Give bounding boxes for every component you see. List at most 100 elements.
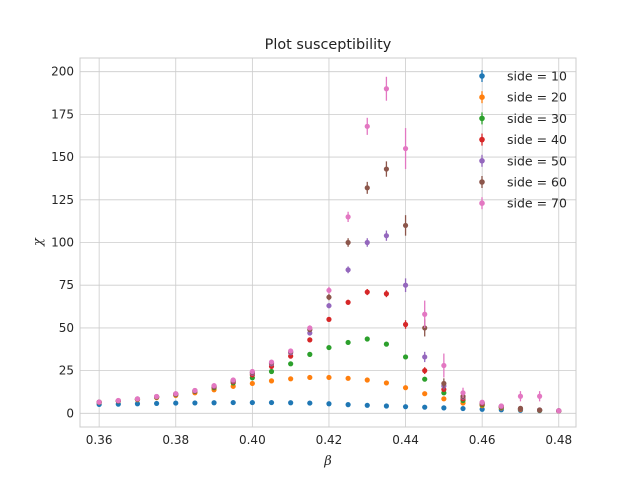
x-tick-label: 0.36 (86, 433, 113, 447)
legend-marker (479, 115, 485, 122)
series-layer (96, 76, 562, 414)
data-point (460, 390, 466, 396)
data-point (154, 393, 160, 400)
data-point (307, 351, 313, 357)
x-tick-label: 0.44 (392, 433, 419, 447)
data-point (268, 399, 275, 406)
data-point (230, 399, 236, 406)
data-point (96, 399, 102, 405)
data-point (517, 405, 524, 411)
data-point (288, 348, 294, 354)
data-point (230, 377, 236, 383)
y-axis-label: χ (31, 237, 46, 247)
data-point (383, 166, 390, 172)
data-point (345, 239, 351, 246)
legend-marker (479, 200, 485, 206)
data-point (383, 233, 390, 239)
data-point (383, 86, 390, 92)
data-point (134, 396, 141, 402)
chart-title: Plot susceptibility (265, 37, 392, 53)
legend-marker (479, 158, 485, 164)
legend-label: side = 30 (507, 111, 567, 126)
data-point (345, 339, 351, 346)
data-point (268, 378, 275, 384)
data-point (383, 403, 390, 409)
x-tick-label: 0.48 (545, 433, 572, 447)
data-point (498, 403, 504, 409)
data-point (441, 380, 447, 387)
y-tick-label: 75 (59, 278, 74, 292)
data-point (479, 399, 485, 405)
data-point (326, 316, 332, 322)
data-point (422, 404, 428, 410)
data-point (537, 407, 543, 413)
data-point (326, 303, 332, 309)
legend-label: side = 10 (507, 69, 567, 84)
data-point (154, 400, 160, 407)
y-axis-ticks: 0 25 50 75 100 125 150 175 200 (51, 65, 74, 421)
data-point (556, 408, 562, 414)
data-point (192, 387, 198, 394)
y-tick-label: 200 (51, 65, 74, 79)
data-point (422, 376, 428, 382)
legend-label: side = 50 (507, 153, 567, 168)
data-point (364, 402, 370, 408)
data-point (364, 289, 370, 295)
x-tick-label: 0.46 (469, 433, 496, 447)
legend-marker (479, 73, 485, 79)
data-point (326, 374, 332, 381)
data-point (422, 368, 428, 374)
y-tick-label: 150 (51, 150, 74, 164)
data-point (288, 361, 294, 367)
y-tick-label: 175 (51, 107, 74, 121)
data-point (402, 321, 409, 328)
data-point (422, 311, 428, 317)
data-point (441, 396, 447, 402)
data-point (364, 123, 370, 129)
data-point (345, 299, 351, 305)
legend-marker (479, 179, 485, 185)
data-point (364, 377, 370, 383)
data-point (345, 267, 351, 273)
data-point (249, 399, 255, 406)
data-point (326, 401, 332, 407)
y-tick-label: 0 (66, 406, 74, 420)
data-point (326, 344, 332, 351)
data-point (307, 325, 313, 331)
data-point (422, 354, 428, 360)
data-point (402, 222, 409, 229)
data-point (345, 375, 351, 381)
data-point (268, 359, 275, 365)
data-point (173, 391, 179, 397)
x-axis-ticks: 0.36 0.38 0.40 0.42 0.44 0.46 0.48 (86, 433, 572, 447)
data-point (192, 400, 198, 406)
data-point (479, 406, 485, 412)
data-point (441, 405, 447, 411)
data-point (364, 336, 370, 342)
data-point (307, 374, 313, 381)
data-point (517, 393, 524, 399)
legend: side = 10 side = 20 side = 30 side = 40 side… (479, 69, 567, 211)
data-point (134, 401, 141, 407)
data-point (288, 400, 294, 406)
data-point (173, 400, 179, 406)
legend-label: side = 60 (507, 175, 567, 190)
data-point (402, 354, 409, 360)
data-point (268, 368, 275, 375)
series-7 (96, 76, 562, 414)
x-axis-label: β (323, 454, 332, 469)
x-tick-label: 0.38 (162, 433, 189, 447)
data-point (383, 341, 390, 347)
data-point (402, 145, 409, 152)
data-point (402, 385, 409, 391)
data-point (383, 380, 390, 386)
data-point (364, 239, 370, 246)
data-point (211, 383, 217, 389)
data-point (307, 337, 313, 343)
data-point (402, 282, 409, 288)
legend-marker (479, 136, 485, 143)
data-point (402, 404, 409, 410)
data-point (326, 294, 332, 300)
data-point (249, 368, 255, 375)
